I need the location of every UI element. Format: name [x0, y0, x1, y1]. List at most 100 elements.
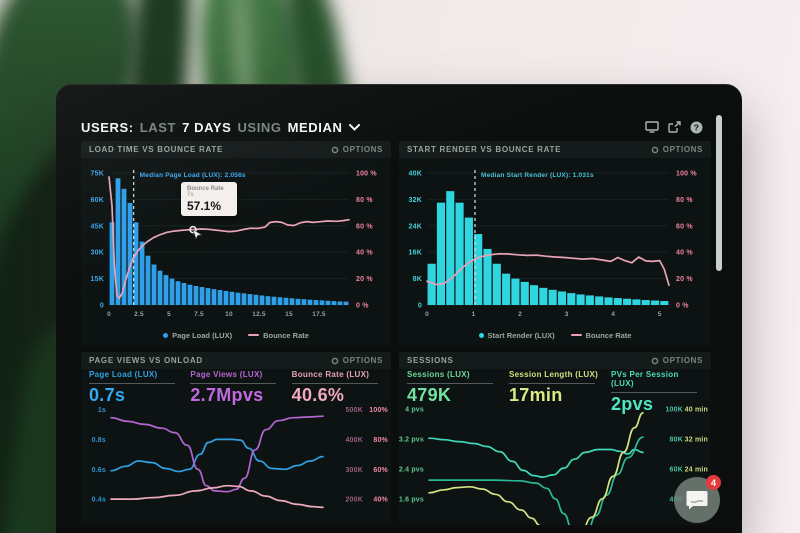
start-render-chart[interactable]: 40K 100 % 32K 80 % 24K 60 % 16K 40 % 8K 20 % 0 0 % M…: [399, 160, 711, 327]
svg-text:0: 0: [418, 303, 422, 310]
svg-text:30K: 30K: [91, 250, 104, 257]
svg-text:200K: 200K: [345, 497, 363, 504]
sessions-chart[interactable]: 4 pvs 100K 40 min 3.2 pvs 80K 32 min 2.4 pvs 60…: [399, 405, 711, 525]
gear-icon: [331, 146, 339, 153]
page-views-chart[interactable]: 1s 500K 100% 0.8s 400K 80% 0.6s 300K 60% 0.4s 200K…: [81, 405, 391, 525]
svg-text:4 pvs: 4 pvs: [405, 407, 424, 414]
metric-row: Sessions (LUX) 479K Session Length (LUX)…: [399, 369, 711, 413]
svg-text:10: 10: [225, 311, 233, 318]
svg-text:0.4s: 0.4s: [92, 497, 106, 504]
svg-text:24 min: 24 min: [685, 466, 708, 473]
svg-text:3.2 pvs: 3.2 pvs: [399, 436, 424, 443]
header-text: USERS:: [81, 119, 134, 135]
chart-legend: Page Load (LUX) Bounce Rate: [81, 327, 391, 343]
scrollbar[interactable]: [716, 115, 722, 271]
svg-text:3: 3: [565, 311, 569, 318]
svg-text:1: 1: [472, 311, 476, 318]
options-button[interactable]: OPTIONS: [331, 356, 383, 365]
panel-title: START RENDER VS BOUNCE RATE: [407, 145, 562, 154]
svg-text:40K: 40K: [409, 171, 422, 178]
svg-text:?: ?: [694, 122, 699, 132]
svg-text:0.6s: 0.6s: [92, 467, 106, 474]
options-button[interactable]: OPTIONS: [651, 145, 703, 154]
svg-text:16K: 16K: [409, 250, 422, 257]
svg-text:80%: 80%: [373, 437, 388, 444]
svg-text:75K: 75K: [91, 171, 104, 178]
svg-text:100%: 100%: [369, 407, 388, 414]
users-range-dropdown[interactable]: USERS: LAST 7 DAYS USING MEDIAN: [81, 120, 360, 135]
metric-bounce-rate: Bounce Rate (LUX) 40.6%: [291, 370, 383, 405]
svg-text:60K: 60K: [670, 466, 683, 473]
metric-pvs-per-session: PVs Per Session (LUX) 2pvs: [611, 370, 703, 413]
svg-text:60 %: 60 %: [356, 223, 373, 230]
gear-icon: [651, 357, 659, 364]
svg-text:5: 5: [658, 311, 662, 318]
chat-widget-button[interactable]: 4: [674, 475, 721, 523]
metric-row: Page Load (LUX) 0.7s Page Views (LUX) 2.…: [81, 369, 391, 405]
svg-text:2: 2: [518, 311, 522, 318]
svg-text:32K: 32K: [409, 197, 422, 204]
svg-text:400K: 400K: [345, 437, 363, 444]
chart-legend: Start Render (LUX) Bounce Rate: [399, 327, 711, 343]
legend-item[interactable]: Page Load (LUX): [163, 331, 232, 340]
svg-text:7.5: 7.5: [194, 311, 204, 318]
panel-page-views-vs-onload: PAGE VIEWS VS ONLOAD OPTIONS Page Load (…: [81, 352, 391, 525]
laptop: USERS: LAST 7 DAYS USING MEDIAN: [56, 84, 742, 533]
display-icon[interactable]: [645, 121, 659, 133]
metric-session-length: Session Length (LUX) 17min: [509, 370, 599, 405]
header-text: USING: [237, 119, 282, 135]
dashboard-header: USERS: LAST 7 DAYS USING MEDIAN: [81, 115, 711, 139]
metric-page-views: Page Views (LUX) 2.7Mpvs: [190, 370, 281, 405]
svg-text:80 %: 80 %: [676, 197, 693, 204]
svg-text:80K: 80K: [670, 436, 683, 443]
svg-text:24K: 24K: [409, 223, 422, 230]
panel-start-render-vs-bounce-rate: START RENDER VS BOUNCE RATE OPTIONS 40K 1…: [399, 141, 711, 347]
panel-title: PAGE VIEWS VS ONLOAD: [89, 356, 203, 365]
legend-line-icon: [248, 334, 260, 336]
header-text: MEDIAN: [287, 119, 343, 135]
svg-text:0: 0: [107, 311, 111, 318]
svg-text:Median Start Render (LUX): 1.0: Median Start Render (LUX): 1.031s: [481, 172, 594, 179]
svg-text:60K: 60K: [91, 197, 104, 204]
svg-text:0: 0: [425, 311, 429, 318]
legend-item[interactable]: Start Render (LUX): [478, 331, 555, 340]
svg-text:500K: 500K: [345, 407, 363, 414]
svg-text:2.4 pvs: 2.4 pvs: [399, 466, 424, 473]
svg-text:4: 4: [611, 311, 615, 318]
svg-text:0.8s: 0.8s: [92, 437, 106, 444]
share-icon[interactable]: [668, 121, 681, 133]
options-button[interactable]: OPTIONS: [331, 145, 383, 154]
svg-text:0: 0: [100, 303, 104, 310]
svg-text:45K: 45K: [91, 223, 104, 230]
panel-title: LOAD TIME VS BOUNCE RATE: [89, 145, 223, 154]
svg-text:2.5: 2.5: [134, 311, 144, 318]
svg-text:60%: 60%: [373, 467, 388, 474]
bounce-rate-tooltip: Bounce Rate 7s 57.1%: [181, 181, 237, 216]
load-time-chart[interactable]: 75K 100 % 60K 80 % 45K 60 % 30K 40 % 15K 20 % 0 0 %…: [81, 160, 391, 327]
metric-page-load: Page Load (LUX) 0.7s: [89, 370, 180, 405]
gear-icon: [331, 357, 339, 364]
svg-text:1s: 1s: [98, 407, 106, 414]
svg-text:15K: 15K: [91, 276, 104, 283]
panel-title: SESSIONS: [407, 356, 454, 365]
svg-text:12.5: 12.5: [252, 311, 266, 318]
legend-dot-icon: [478, 332, 484, 338]
legend-dot-icon: [163, 332, 169, 338]
options-button[interactable]: OPTIONS: [651, 356, 703, 365]
svg-text:100 %: 100 %: [356, 171, 377, 178]
svg-text:0 %: 0 %: [356, 303, 369, 310]
svg-text:20 %: 20 %: [676, 276, 693, 283]
svg-text:Median Page Load (LUX): 2.056s: Median Page Load (LUX): 2.056s: [140, 172, 246, 179]
chat-icon: [686, 491, 708, 510]
chevron-down-icon: [348, 123, 360, 131]
svg-text:80 %: 80 %: [356, 197, 373, 204]
legend-item[interactable]: Bounce Rate: [570, 331, 631, 340]
svg-text:60 %: 60 %: [676, 223, 693, 230]
svg-text:300K: 300K: [345, 467, 363, 474]
svg-text:15: 15: [285, 311, 293, 318]
svg-text:8K: 8K: [413, 276, 422, 283]
legend-item[interactable]: Bounce Rate: [248, 331, 309, 340]
svg-text:32 min: 32 min: [685, 436, 708, 443]
help-icon[interactable]: ?: [690, 121, 703, 134]
